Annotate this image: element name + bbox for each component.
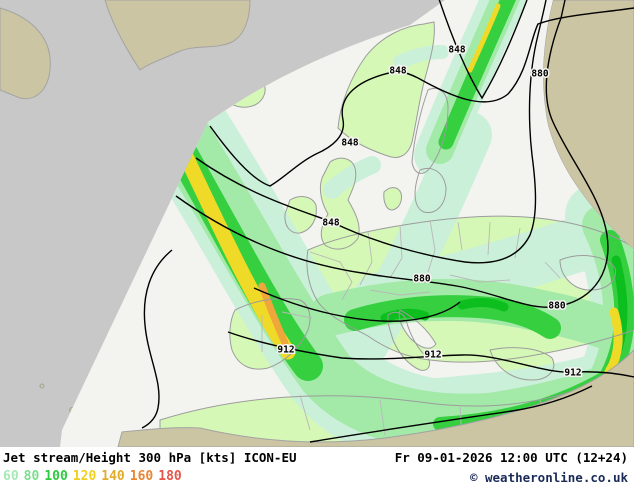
contour-label-880: 880: [548, 301, 565, 312]
legend-value-160: 160: [129, 469, 154, 484]
outside-domain-land-south: [117, 349, 634, 447]
legend-value-180: 180: [158, 469, 182, 484]
contour-label-912: 912: [277, 345, 294, 356]
copyright: © weatheronline.co.uk: [469, 470, 628, 485]
caption-bar: Jet stream/Height 300 hPa [kts] ICON-EU …: [0, 447, 634, 490]
contour-label-912: 912: [564, 368, 581, 379]
contour-label-880: 880: [413, 274, 430, 285]
chart-title: Jet stream/Height 300 hPa [kts] ICON-EU: [3, 450, 297, 465]
contour-label-848: 848: [322, 218, 339, 229]
legend-value-60: 60: [3, 469, 19, 484]
valid-datetime: Fr 09-01-2026 12:00 UTC (12+24): [394, 450, 628, 465]
outside-domain-land-east: [542, 0, 634, 251]
height-contours: [141, 0, 634, 443]
legend-value-140: 140: [101, 469, 125, 484]
contour-label-848: 848: [448, 45, 465, 56]
contour-label-848: 848: [341, 138, 358, 149]
contour-label-912: 912: [424, 350, 441, 361]
contour-label-848: 848: [389, 66, 406, 77]
legend-value-120: 120: [72, 469, 97, 484]
jet-stream-map: 848 848 848 848 880 880 880 912 912 912: [0, 0, 634, 447]
legend-value-100: 100: [44, 469, 68, 484]
legend-value-80: 80: [23, 469, 40, 484]
wind-speed-legend: 60 80 100 120 140 160 180: [3, 469, 187, 484]
contour-label-880: 880: [531, 69, 548, 80]
outside-domain-land-greenland: [0, 0, 251, 419]
contour-labels: 848 848 848 848 880 880 880 912 912 912: [276, 43, 583, 380]
